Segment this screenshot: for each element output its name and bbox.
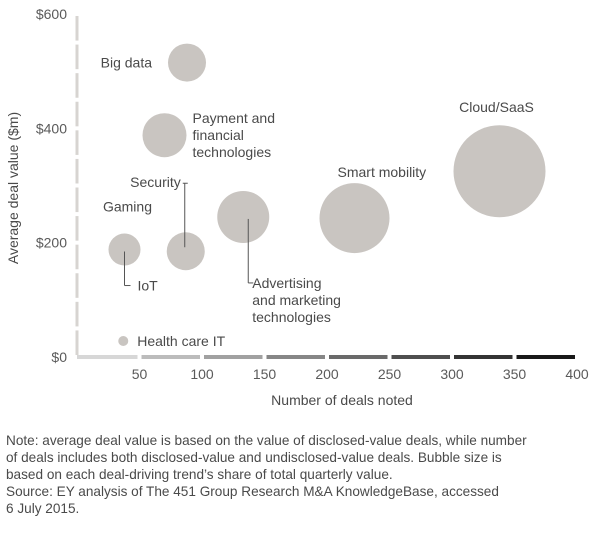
y-axis: $0 $200 $400 $600 (36, 6, 79, 365)
y-tick-label: $600 (36, 6, 67, 22)
note-line: Source: EY analysis of The 451 Group Res… (6, 484, 499, 499)
bubble (319, 183, 390, 254)
x-axis-segment (516, 355, 575, 359)
bubble (217, 190, 270, 243)
y-tick-label: $400 (36, 120, 67, 136)
bubble-label: and marketing (252, 292, 341, 308)
x-axis-segment (329, 355, 388, 359)
x-axis: 50 100 150 200 250 300 350 400 (77, 355, 589, 382)
x-axis-segment (266, 355, 325, 359)
bubble (108, 233, 141, 266)
bubble-label: Payment and (193, 110, 276, 126)
y-tick-label: $200 (36, 235, 67, 251)
bubble-label: technologies (193, 144, 272, 160)
x-axis-segment (204, 355, 263, 359)
note-line: 6 July 2015. (6, 501, 80, 516)
y-tick-label: $0 (51, 349, 67, 365)
bubble (166, 232, 205, 271)
x-tick-label: 400 (565, 366, 589, 382)
x-tick-label: 250 (378, 366, 402, 382)
bubble-label: Big data (101, 55, 153, 71)
x-axis-segment (141, 355, 200, 359)
x-tick-label: 300 (440, 366, 464, 382)
bubble (453, 125, 546, 218)
bubble-label: Smart mobility (338, 164, 427, 180)
x-tick-label: 50 (132, 366, 148, 382)
bubble-chart: $0 $200 $400 $600 50 100 150 200 250 300 350 400 B… (5, 6, 589, 408)
x-tick-label: 350 (503, 366, 527, 382)
bubble-label: IoT (138, 278, 159, 294)
bubble-label: Gaming (103, 198, 152, 214)
y-axis-title: Average deal value ($m) (5, 112, 21, 264)
x-axis-segment (454, 355, 513, 359)
x-axis-segment (77, 355, 138, 359)
bubbles (108, 43, 546, 346)
x-tick-label: 150 (253, 366, 277, 382)
bubble-label: Health care IT (137, 333, 225, 349)
label-leader-lines (124, 182, 254, 287)
note-line: Note: average deal value is based on the… (6, 433, 527, 448)
x-axis-segment (391, 355, 450, 359)
x-tick-label: 200 (315, 366, 339, 382)
bubble (168, 43, 206, 82)
note-line: based on each deal-driving trend’s share… (6, 467, 393, 482)
bubble-label: Advertising (252, 275, 321, 291)
bubble (118, 335, 129, 346)
note-line: of deals includes both disclosed-value a… (6, 450, 502, 465)
x-tick-label: 100 (190, 366, 214, 382)
bubble-label: Security (130, 174, 181, 190)
bubble (142, 113, 187, 158)
x-axis-title: Number of deals noted (271, 392, 413, 408)
bubble-label: financial (193, 127, 244, 143)
chart-note: Note: average deal value is based on the… (6, 432, 596, 517)
bubble-label: Cloud/SaaS (459, 99, 534, 115)
bubble-label: technologies (252, 309, 331, 325)
